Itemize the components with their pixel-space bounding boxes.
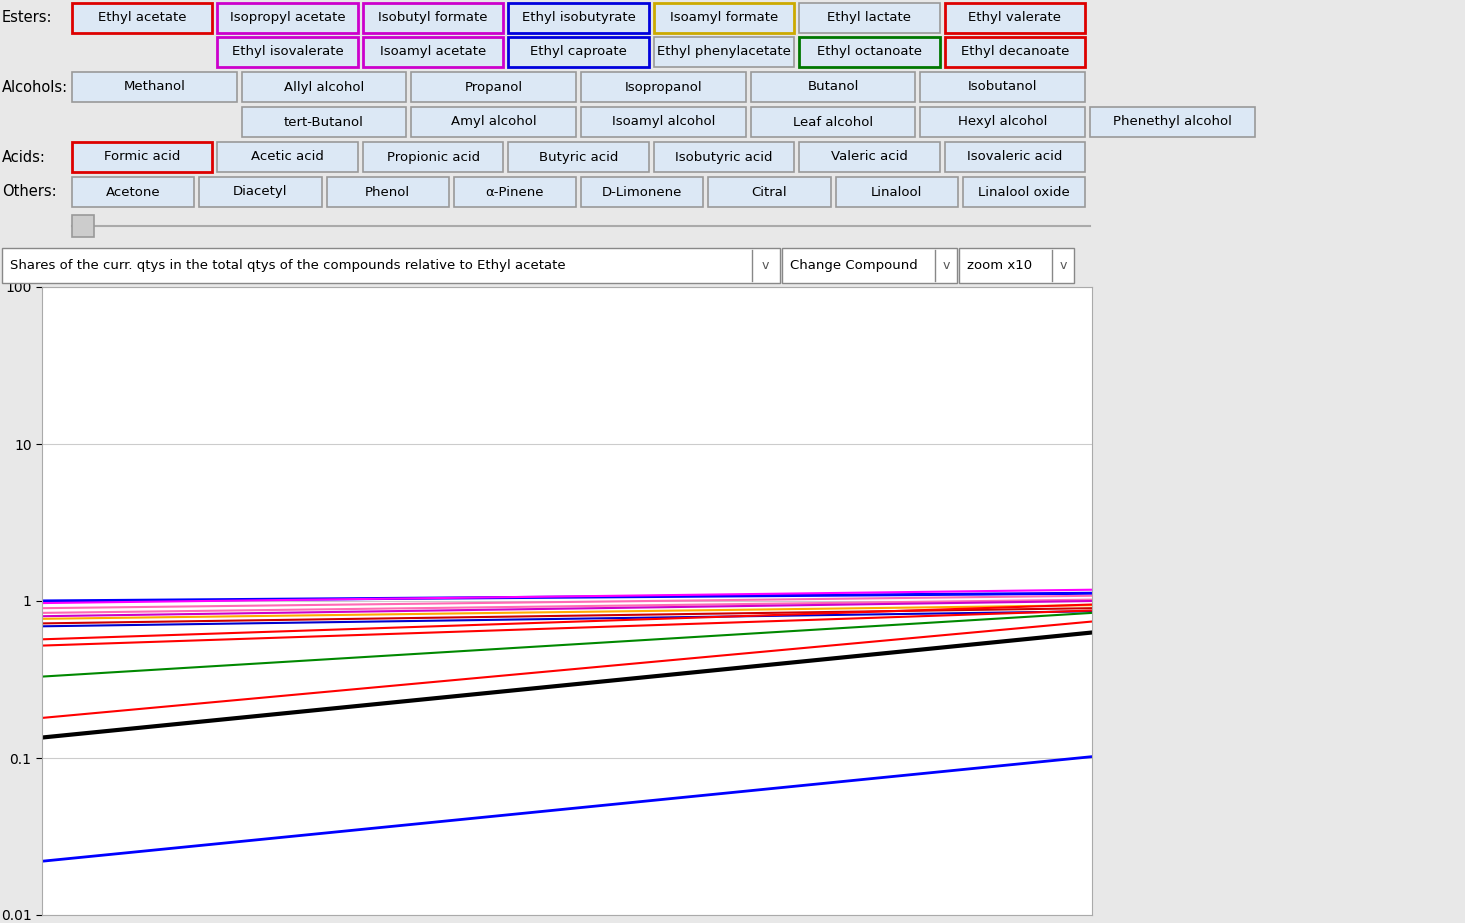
Text: Ethyl acetate: Ethyl acetate <box>98 11 186 25</box>
Text: Isopropyl acetate: Isopropyl acetate <box>230 11 346 25</box>
Text: Acetic acid: Acetic acid <box>251 150 324 163</box>
Text: Shares of the curr. qtys in the total qtys of the compounds relative to Ethyl ac: Shares of the curr. qtys in the total qt… <box>10 259 565 272</box>
Text: Valeric acid: Valeric acid <box>831 150 908 163</box>
Text: Ethyl octanoate: Ethyl octanoate <box>817 45 921 58</box>
Text: Propanol: Propanol <box>464 80 523 93</box>
Text: Ethyl caproate: Ethyl caproate <box>530 45 627 58</box>
Text: Isovaleric acid: Isovaleric acid <box>967 150 1062 163</box>
Text: Amyl alcohol: Amyl alcohol <box>451 115 536 128</box>
Text: Ethyl decanoate: Ethyl decanoate <box>961 45 1069 58</box>
Text: v: v <box>942 259 949 272</box>
Text: Ethyl isobutyrate: Ethyl isobutyrate <box>522 11 636 25</box>
Text: v: v <box>762 259 769 272</box>
Text: Propionic acid: Propionic acid <box>387 150 479 163</box>
Text: Butyric acid: Butyric acid <box>539 150 618 163</box>
Text: Isobutanol: Isobutanol <box>968 80 1037 93</box>
Text: zoom x10: zoom x10 <box>967 259 1033 272</box>
Text: Ethyl lactate: Ethyl lactate <box>828 11 911 25</box>
Text: Isoamyl acetate: Isoamyl acetate <box>379 45 486 58</box>
Text: Hexyl alcohol: Hexyl alcohol <box>958 115 1047 128</box>
Text: Others:: Others: <box>1 185 57 199</box>
Text: Phenol: Phenol <box>365 186 410 198</box>
Text: Isobutyl formate: Isobutyl formate <box>378 11 488 25</box>
Text: Citral: Citral <box>752 186 787 198</box>
Text: Ethyl valerate: Ethyl valerate <box>968 11 1061 25</box>
Text: Leaf alcohol: Leaf alcohol <box>793 115 873 128</box>
Text: tert-Butanol: tert-Butanol <box>284 115 363 128</box>
Text: Ethyl phenylacetate: Ethyl phenylacetate <box>656 45 791 58</box>
Text: Linalool: Linalool <box>870 186 923 198</box>
Text: Formic acid: Formic acid <box>104 150 180 163</box>
Text: Diacetyl: Diacetyl <box>233 186 287 198</box>
Text: α-Pinene: α-Pinene <box>485 186 544 198</box>
Text: Allyl alcohol: Allyl alcohol <box>284 80 365 93</box>
Text: Ethyl isovalerate: Ethyl isovalerate <box>231 45 343 58</box>
Text: Isoamyl alcohol: Isoamyl alcohol <box>612 115 715 128</box>
Text: Phenethyl alcohol: Phenethyl alcohol <box>1113 115 1232 128</box>
Text: Acids:: Acids: <box>1 150 45 164</box>
Text: Isoamyl formate: Isoamyl formate <box>670 11 778 25</box>
Text: Linalool oxide: Linalool oxide <box>979 186 1069 198</box>
Text: Esters:: Esters: <box>1 10 53 26</box>
Text: Change Compound: Change Compound <box>790 259 917 272</box>
Text: Isobutyric acid: Isobutyric acid <box>675 150 772 163</box>
Text: v: v <box>1059 259 1067 272</box>
Text: Butanol: Butanol <box>807 80 858 93</box>
Text: Acetone: Acetone <box>105 186 161 198</box>
Text: Isopropanol: Isopropanol <box>624 80 702 93</box>
Text: Methanol: Methanol <box>123 80 185 93</box>
Text: Alcohols:: Alcohols: <box>1 79 69 94</box>
Text: D-Limonene: D-Limonene <box>602 186 683 198</box>
